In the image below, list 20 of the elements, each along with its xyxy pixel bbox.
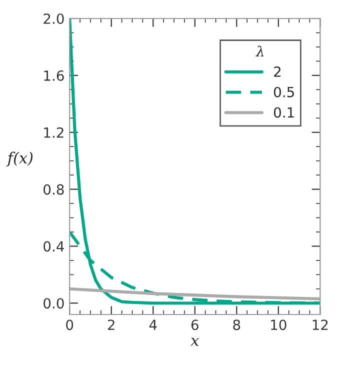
y-tick-label: 0.0	[44, 298, 64, 309]
legend-label: 2	[274, 66, 280, 77]
y-tick-label: 0.4	[44, 241, 64, 252]
y-axis-title: f(x)	[6, 152, 33, 166]
y-tick-label: 2.0	[44, 13, 64, 24]
x-axis-title: x	[190, 338, 199, 346]
y-tick-label: 0.8	[44, 184, 64, 195]
x-tick-label: 0	[66, 320, 74, 330]
x-tick-label: 6	[191, 320, 198, 330]
x-tick-label: 2	[108, 320, 114, 330]
legend-label: 0.5	[274, 86, 294, 98]
x-tick-label: 12	[312, 320, 328, 330]
y-tick-label: 1.2	[44, 127, 64, 138]
x-tick-label: 10	[271, 320, 286, 330]
line-series	[70, 287, 320, 300]
x-tick-label: 8	[233, 320, 240, 330]
x-tick-label: 4	[149, 320, 157, 330]
legend-title: λ	[256, 46, 264, 56]
y-tick-label: 1.6	[44, 70, 64, 81]
legend-label: 0.1	[274, 107, 294, 118]
